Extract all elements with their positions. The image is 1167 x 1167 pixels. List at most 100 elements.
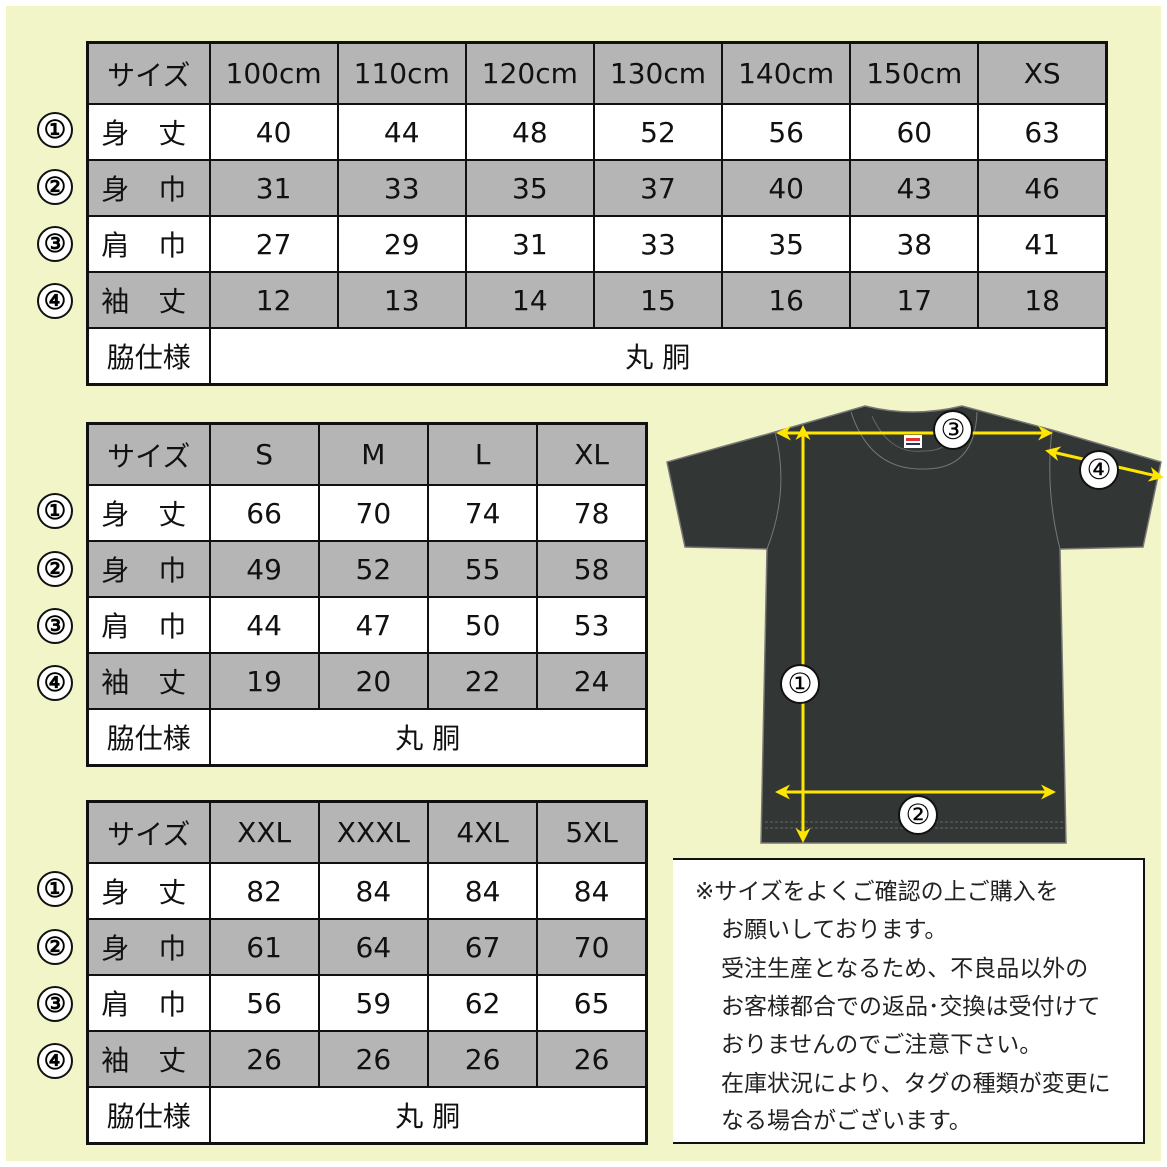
- cell: 27: [208, 215, 339, 273]
- cell: 15: [592, 271, 724, 329]
- row-label: 身 丈: [86, 103, 211, 161]
- notice-line: おりませんのでご注意下さい。: [721, 1032, 1043, 1058]
- side-value: 丸 胴: [208, 1086, 648, 1145]
- cell: 84: [426, 862, 539, 920]
- length-row: 身 丈 82 84 84 84: [86, 862, 648, 920]
- cell: 40: [208, 103, 339, 161]
- row-number-3: ③: [37, 986, 73, 1022]
- row-label: 肩 巾: [86, 215, 211, 273]
- notice-line: ※サイズをよくご確認の上ご購入を: [695, 879, 1059, 905]
- cell: 13: [336, 271, 467, 329]
- size-header: 5XL: [536, 800, 648, 864]
- side-value: 丸 胴: [208, 708, 648, 767]
- marker-1: ①: [787, 667, 812, 700]
- cell: 12: [208, 271, 339, 329]
- cell: 70: [536, 918, 648, 976]
- tag-label: [904, 435, 922, 448]
- notice-line: 受注生産となるため、不良品以外の: [721, 956, 1089, 982]
- row-number-4: ④: [37, 665, 73, 701]
- sleeve-row: 袖 丈 19 20 22 24: [86, 652, 648, 710]
- notice-line: お願いしております。: [721, 917, 948, 943]
- row-label: 脇仕様: [86, 1086, 211, 1145]
- cell: 17: [849, 271, 980, 329]
- cell: 52: [317, 540, 430, 598]
- sleeve-seam-left: [766, 431, 782, 550]
- cell: 62: [426, 974, 539, 1032]
- cell: 58: [536, 540, 648, 598]
- cell: 40: [721, 159, 852, 217]
- row-label: 身 巾: [86, 540, 211, 598]
- sleeve-seam-right: [1049, 429, 1061, 550]
- row-number-1: ①: [37, 871, 73, 907]
- cell: 26: [426, 1030, 539, 1088]
- cell: 84: [317, 862, 430, 920]
- size-header: 120cm: [464, 41, 595, 105]
- cell: 47: [317, 596, 430, 654]
- header-row: サイズ 100cm 110cm 120cm 130cm 140cm 150cm …: [86, 41, 1108, 105]
- row-label: 脇仕様: [86, 327, 211, 386]
- size-label: サイズ: [86, 41, 211, 105]
- cell: 26: [536, 1030, 648, 1088]
- size-header: XXXL: [317, 800, 430, 864]
- cell: 44: [336, 103, 467, 161]
- shoulder-row: 肩 巾 56 59 62 65: [86, 974, 648, 1032]
- notice-box: ※サイズをよくご確認の上ご購入を お願いしております。 受注生産となるため、不良…: [673, 858, 1145, 1144]
- header-row: サイズ XXL XXXL 4XL 5XL: [86, 800, 648, 864]
- length-row: 身 丈 66 70 74 78: [86, 484, 648, 542]
- cell: 53: [536, 596, 648, 654]
- cell: 82: [208, 862, 320, 920]
- row-label: 身 丈: [86, 862, 211, 920]
- side-value: 丸 胴: [208, 327, 1108, 386]
- cell: 31: [208, 159, 339, 217]
- size-header: M: [317, 422, 430, 486]
- cell: 44: [208, 596, 320, 654]
- size-header: 150cm: [849, 41, 980, 105]
- cell: 67: [426, 918, 539, 976]
- cell: 35: [721, 215, 852, 273]
- width-row: 身 巾 31 33 35 37 40 43 46: [86, 159, 1108, 217]
- notice-line: 在庫状況により、タグの種類が変更に: [721, 1071, 1111, 1097]
- notice-line: お客様都合での返品･交換は受付けて: [721, 994, 1101, 1020]
- cell: 65: [536, 974, 648, 1032]
- size-header: 4XL: [426, 800, 539, 864]
- cell: 35: [464, 159, 595, 217]
- cell: 52: [592, 103, 724, 161]
- size-table-kids: サイズ 100cm 110cm 120cm 130cm 140cm 150cm …: [86, 41, 1108, 386]
- cell: 70: [317, 484, 430, 542]
- row-label: 脇仕様: [86, 708, 211, 767]
- tshirt-body: [666, 405, 1162, 844]
- width-row: 身 巾 61 64 67 70: [86, 918, 648, 976]
- cell: 60: [849, 103, 980, 161]
- cell: 19: [208, 652, 320, 710]
- size-header: S: [208, 422, 320, 486]
- cell: 56: [721, 103, 852, 161]
- cell: 43: [849, 159, 980, 217]
- cell: 26: [208, 1030, 320, 1088]
- cell: 33: [592, 215, 724, 273]
- row-number-2: ②: [37, 169, 73, 205]
- sleeve-row: 袖 丈 12 13 14 15 16 17 18: [86, 271, 1108, 329]
- shoulder-row: 肩 巾 44 47 50 53: [86, 596, 648, 654]
- cell: 31: [464, 215, 595, 273]
- cell: 56: [208, 974, 320, 1032]
- size-header: XS: [977, 41, 1108, 105]
- cell: 33: [336, 159, 467, 217]
- row-number-1: ①: [37, 112, 73, 148]
- cell: 20: [317, 652, 430, 710]
- marker-3: ③: [940, 413, 965, 446]
- shoulder-row: 肩 巾 27 29 31 33 35 38 41: [86, 215, 1108, 273]
- cell: 64: [317, 918, 430, 976]
- size-header: 130cm: [592, 41, 724, 105]
- size-header: 110cm: [336, 41, 467, 105]
- row-label: 袖 丈: [86, 271, 211, 329]
- row-number-2: ②: [37, 929, 73, 965]
- size-table-large: サイズ XXL XXXL 4XL 5XL 身 丈 82 84 84 84 身 巾…: [86, 800, 648, 1145]
- cell: 49: [208, 540, 320, 598]
- cell: 63: [977, 103, 1108, 161]
- cell: 22: [426, 652, 539, 710]
- cell: 38: [849, 215, 980, 273]
- sleeve-row: 袖 丈 26 26 26 26: [86, 1030, 648, 1088]
- row-label: 袖 丈: [86, 652, 211, 710]
- cell: 37: [592, 159, 724, 217]
- length-row: 身 丈 40 44 48 52 56 60 63: [86, 103, 1108, 161]
